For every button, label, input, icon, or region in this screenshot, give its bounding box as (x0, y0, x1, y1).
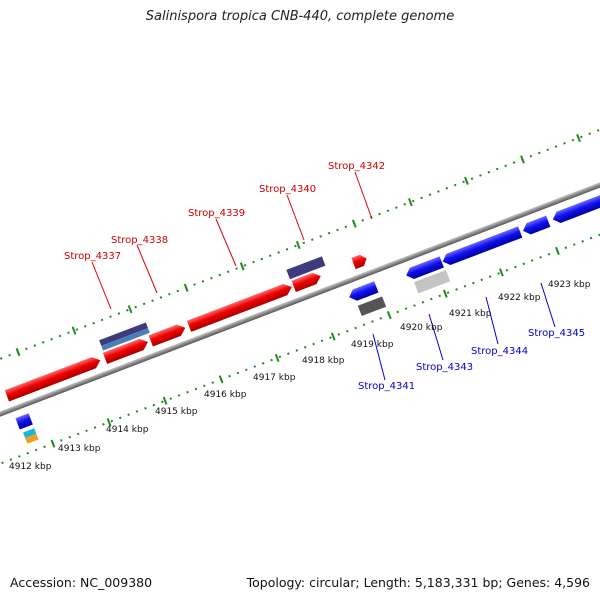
kbp-label: 4917 kbp (253, 373, 296, 383)
gene-arrow-strop-4338 (148, 324, 186, 347)
inner-major-tick (442, 289, 448, 298)
outer-major-tick (239, 262, 245, 271)
gene-label-strop-4341: Strop_4341 (358, 381, 415, 392)
inner-major-tick (106, 418, 112, 427)
kbp-label: 4923 kbp (548, 280, 591, 290)
outer-major-tick (183, 283, 189, 292)
gene-arrow-strop-4342 (351, 254, 367, 270)
inner-major-tick (555, 246, 560, 256)
inner-major-tick (386, 311, 392, 320)
outer-major-tick (408, 198, 413, 207)
outer-major-tick (127, 305, 133, 314)
leader-strop-4340 (286, 194, 305, 241)
feature-strop-4340-purple (286, 256, 326, 280)
inner-major-tick (274, 353, 280, 363)
outer-tick-track (0, 107, 600, 396)
inner-major-tick (50, 439, 56, 448)
kbp-label: 4913 kbp (58, 444, 101, 454)
outer-major-tick (295, 240, 301, 250)
kbp-label: 4912 kbp (9, 462, 52, 472)
leader-strop-4343 (428, 313, 444, 361)
topology-text: Topology: circular; Length: 5,183,331 bp… (246, 575, 590, 590)
feature-strop-4343-lightgray (414, 269, 451, 294)
gene-label-strop-4339: Strop_4339 (188, 208, 245, 219)
kbp-label: 4914 kbp (106, 425, 149, 435)
gene-arrow-strop-4340 (291, 272, 321, 292)
accession-text: Accession: NC_009380 (10, 575, 153, 590)
feature-strop-4341-gray (357, 296, 387, 317)
feature-strop-4337-steelblue (101, 328, 150, 351)
inner-major-tick (499, 268, 504, 277)
gene-label-strop-4344: Strop_4344 (471, 346, 528, 357)
inner-major-tick (218, 375, 224, 384)
gene-arrow-strop-4345-b (552, 187, 600, 223)
outer-major-tick (520, 155, 525, 164)
gene-arrow-strop-4337 (102, 338, 148, 365)
gene-arrow-forward (4, 357, 101, 402)
gene-arrow-strop-4345-a (523, 215, 551, 235)
gene-label-strop-4337: Strop_4337 (64, 251, 121, 262)
leader-strop-4341 (372, 333, 386, 381)
feature-orange (25, 433, 39, 444)
outer-major-tick (464, 176, 469, 185)
gene-label-strop-4342: Strop_4342 (328, 161, 385, 172)
genome-backbone (0, 154, 600, 445)
gene-arrow-strop-4341 (349, 281, 379, 301)
forward-genes (4, 254, 367, 402)
inner-major-tick (162, 396, 168, 405)
leader-strop-4345 (540, 282, 556, 328)
feature-strop-4337-purple (99, 322, 149, 346)
gene-label-strop-4340: Strop_4340 (259, 184, 316, 195)
inner-tick-track (0, 199, 600, 487)
kbp-label: 4919 kbp (351, 340, 394, 350)
kbp-label: 4922 kbp (498, 293, 541, 303)
gene-arrow-strop-4343 (406, 256, 444, 279)
outer-major-tick (15, 347, 21, 357)
gene-arrow-strop-4339 (186, 283, 292, 332)
gene-arrow-strop-4344 (442, 226, 523, 266)
gene-label-strop-4345: Strop_4345 (528, 328, 585, 339)
leader-strop-4342 (354, 171, 373, 220)
map-title: Salinispora tropica CNB-440, complete ge… (145, 9, 455, 24)
kbp-label: 4921 kbp (449, 309, 492, 319)
gene-label-strop-4338: Strop_4338 (111, 235, 168, 246)
outer-major-tick (351, 219, 357, 228)
gene-label-strop-4343: Strop_4343 (416, 362, 473, 373)
leader-strop-4338 (136, 244, 158, 294)
outer-major-tick (71, 326, 77, 335)
feature-cyan (23, 428, 37, 439)
leader-strop-4337 (91, 261, 112, 310)
inner-major-tick (330, 332, 336, 341)
outer-major-tick (576, 133, 581, 143)
gene-arrow-reverse (15, 413, 33, 430)
reverse-genes (15, 187, 600, 444)
leader-strop-4339 (215, 218, 237, 267)
kbp-label: 4915 kbp (155, 407, 198, 417)
leader-strop-4344 (485, 296, 499, 345)
kbp-label: 4916 kbp (204, 390, 247, 400)
kbp-label: 4920 kbp (400, 323, 443, 333)
kbp-label: 4918 kbp (302, 356, 345, 366)
